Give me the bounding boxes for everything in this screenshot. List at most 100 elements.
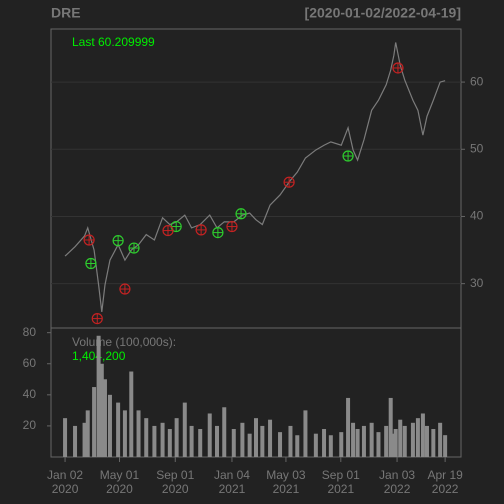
volume-bar bbox=[102, 379, 107, 457]
volume-bar bbox=[361, 425, 366, 457]
volume-bar bbox=[136, 410, 141, 457]
x-tick-year: 2020 bbox=[162, 482, 189, 496]
volume-bar bbox=[424, 425, 429, 457]
volume-bar bbox=[420, 413, 425, 457]
volume-bar bbox=[129, 371, 134, 457]
volume-bar bbox=[247, 433, 252, 457]
volume-bar bbox=[99, 363, 104, 457]
price-line bbox=[64, 42, 446, 312]
volume-tick-label: 40 bbox=[23, 387, 37, 401]
signal-marker bbox=[235, 208, 247, 220]
volume-bar bbox=[116, 402, 121, 457]
signal-marker bbox=[119, 283, 131, 295]
volume-bar bbox=[268, 419, 273, 457]
x-tick-year: 2022 bbox=[432, 482, 459, 496]
x-tick-label: Apr 19 bbox=[427, 468, 463, 482]
volume-bar bbox=[222, 407, 227, 457]
volume-bar bbox=[369, 422, 374, 457]
signal-marker bbox=[85, 257, 97, 270]
signal-marker bbox=[226, 220, 238, 233]
signal-marker bbox=[212, 226, 224, 239]
volume-bar bbox=[438, 422, 443, 457]
signal-marker bbox=[91, 312, 103, 325]
volume-bar bbox=[322, 429, 327, 457]
signal-marker bbox=[195, 224, 207, 236]
volume-bar bbox=[376, 432, 381, 457]
volume-bar bbox=[384, 425, 389, 457]
chart-title: DRE bbox=[51, 5, 81, 21]
volume-bar bbox=[303, 410, 308, 457]
last-value: 60.209999 bbox=[98, 35, 155, 49]
x-tick-label: May 01 bbox=[100, 468, 140, 482]
x-tick-label: Jan 03 bbox=[379, 468, 415, 482]
volume-bar bbox=[415, 418, 420, 457]
volume-bar bbox=[174, 418, 179, 457]
signal-marker bbox=[128, 242, 140, 254]
volume-bar bbox=[73, 425, 78, 457]
volume-bar bbox=[351, 422, 356, 457]
x-tick-year: 2021 bbox=[327, 482, 354, 496]
volume-tick-label: 80 bbox=[23, 325, 37, 339]
signal-marker bbox=[283, 176, 295, 188]
volume-bar bbox=[231, 429, 236, 457]
x-tick-year: 2021 bbox=[219, 482, 246, 496]
volume-bar bbox=[431, 429, 436, 457]
volume-bar bbox=[152, 425, 157, 457]
y-tick-label: 40 bbox=[470, 209, 484, 223]
volume-bar bbox=[313, 433, 318, 457]
volume-bar bbox=[160, 422, 165, 457]
volume-bar bbox=[182, 402, 187, 457]
volume-bar bbox=[295, 435, 300, 457]
x-tick-year: 2021 bbox=[273, 482, 300, 496]
volume-bar bbox=[189, 425, 194, 457]
signal-marker bbox=[392, 62, 404, 74]
volume-bar bbox=[207, 413, 212, 457]
volume-bar bbox=[398, 419, 403, 457]
x-tick-label: Sep 01 bbox=[322, 468, 360, 482]
signal-marker bbox=[342, 150, 354, 162]
volume-tick-label: 20 bbox=[23, 418, 37, 432]
date-range: [2020-01-02/2022-04-19] bbox=[305, 5, 461, 21]
last-label: Last bbox=[72, 35, 95, 49]
volume-label: Volume (100,000s): bbox=[72, 335, 176, 349]
volume-bar bbox=[402, 425, 407, 457]
y-tick-label: 30 bbox=[470, 276, 484, 290]
volume-bar bbox=[288, 425, 293, 457]
volume-bar bbox=[355, 429, 360, 457]
x-tick-label: Jan 04 bbox=[214, 468, 250, 482]
volume-bar bbox=[198, 429, 203, 457]
x-tick-year: 2022 bbox=[384, 482, 411, 496]
x-tick-label: May 03 bbox=[266, 468, 306, 482]
volume-bar bbox=[63, 418, 68, 457]
volume-bar bbox=[278, 432, 283, 457]
volume-bar bbox=[85, 410, 90, 457]
volume-bar bbox=[82, 422, 87, 457]
volume-bar bbox=[410, 422, 415, 457]
signal-marker bbox=[162, 224, 174, 237]
y-tick-label: 60 bbox=[470, 74, 484, 88]
volume-bar bbox=[214, 425, 219, 457]
volume-bar bbox=[107, 394, 112, 457]
x-tick-year: 2020 bbox=[52, 482, 79, 496]
x-tick-label: Jan 02 bbox=[47, 468, 83, 482]
volume-bar bbox=[388, 397, 393, 457]
volume-bar bbox=[96, 335, 101, 457]
volume-bar bbox=[254, 418, 258, 457]
volume-bar bbox=[144, 418, 149, 457]
volume-bar bbox=[240, 422, 245, 457]
volume-bar bbox=[339, 432, 344, 457]
volume-bar bbox=[122, 410, 127, 457]
volume-tick-label: 60 bbox=[23, 356, 37, 370]
y-tick-label: 50 bbox=[470, 141, 484, 155]
volume-bar bbox=[328, 435, 333, 457]
signal-marker bbox=[112, 235, 124, 247]
signal-marker bbox=[83, 234, 95, 246]
volume-bar bbox=[260, 425, 265, 457]
volume-bar bbox=[346, 397, 351, 457]
x-tick-label: Sep 01 bbox=[156, 468, 194, 482]
volume-bar bbox=[167, 429, 172, 457]
x-tick-year: 2020 bbox=[106, 482, 133, 496]
volume-bar bbox=[92, 387, 97, 457]
